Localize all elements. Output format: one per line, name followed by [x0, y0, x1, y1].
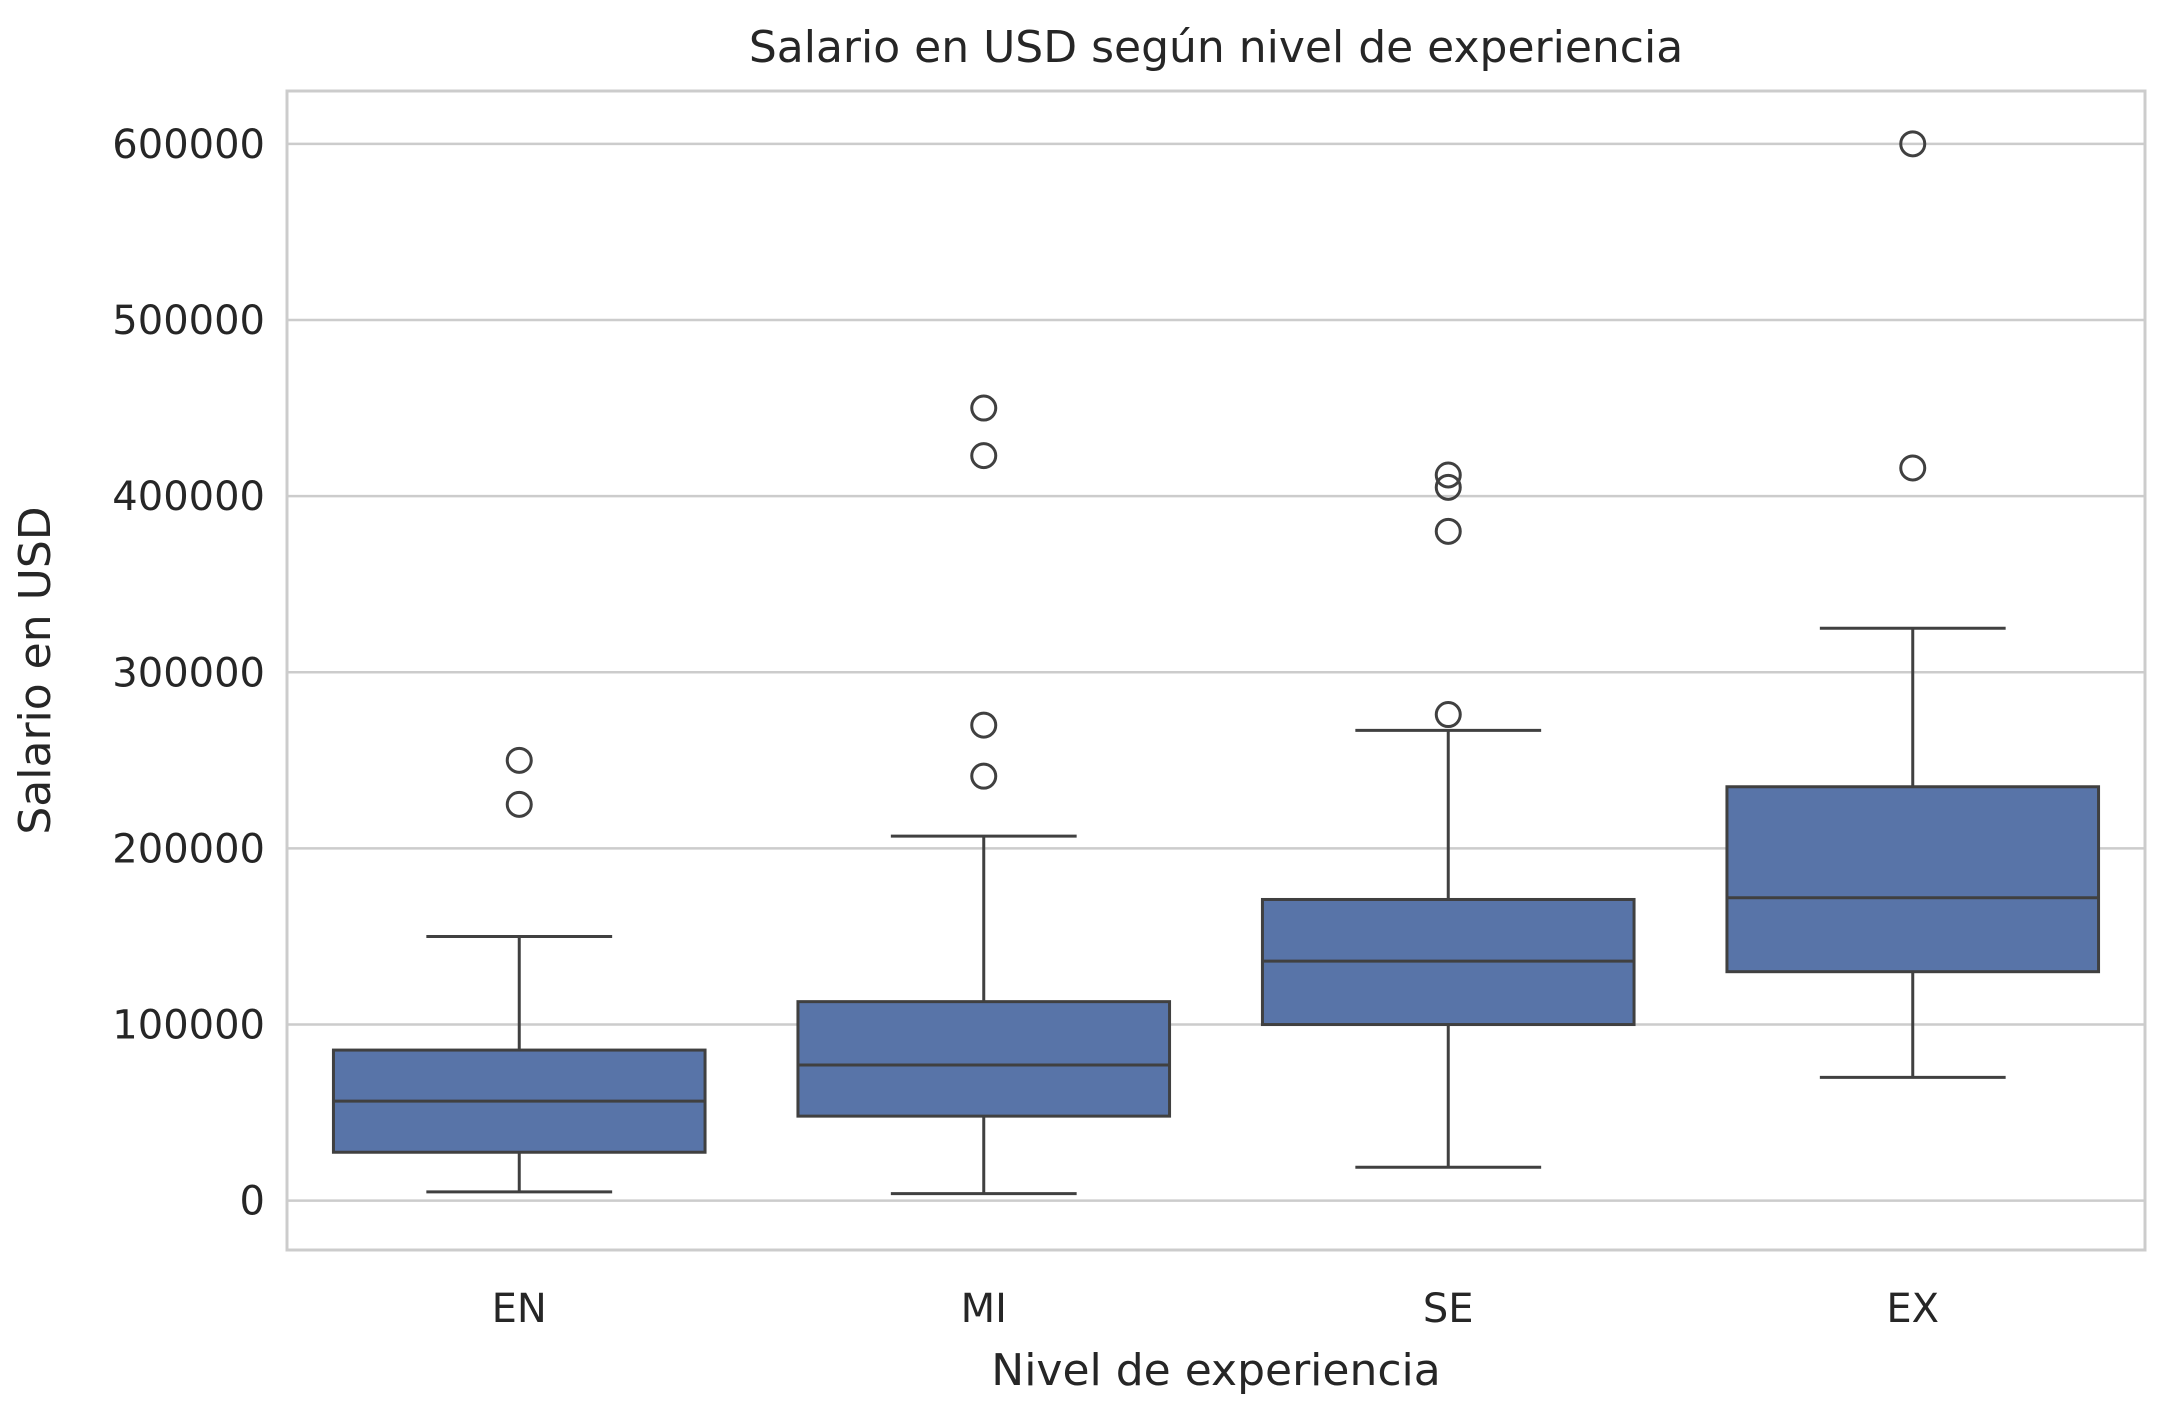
x-tick-label: MI — [961, 1286, 1007, 1332]
outlier-point — [1899, 454, 1927, 482]
box-group-en — [331, 746, 707, 1194]
outlier-point — [505, 790, 533, 818]
box-group-ex — [1725, 130, 2101, 1079]
grid-lines — [287, 142, 2145, 1202]
y-tick-label: 200000 — [112, 826, 265, 872]
box-iqr — [796, 1000, 1172, 1118]
box-group-mi — [796, 394, 1172, 1196]
x-tick-labels: EN MI SE EX — [492, 1286, 1939, 1332]
plot-frame — [285, 89, 2147, 1252]
chart-title: Salario en USD según nivel de experienci… — [749, 22, 1683, 73]
x-axis-label: Nivel de experiencia — [991, 1345, 1440, 1396]
y-tick-label: 600000 — [112, 122, 265, 168]
outlier-point — [970, 711, 998, 739]
y-axis-label: Salario en USD — [10, 506, 61, 834]
y-tick-label: 500000 — [112, 298, 265, 344]
y-tick-label: 100000 — [112, 1003, 265, 1049]
box-group-se — [1260, 461, 1636, 1169]
x-tick-label: EX — [1886, 1286, 1939, 1332]
outlier-point — [1434, 517, 1462, 545]
outlier-point — [1899, 130, 1927, 158]
outlier-point — [970, 762, 998, 790]
outlier-point — [1434, 473, 1462, 501]
box-iqr — [1725, 785, 2101, 974]
outlier-point — [1434, 461, 1462, 489]
y-tick-labels: 0 100000 200000 300000 400000 500000 600000 — [112, 122, 265, 1225]
y-tick-label: 0 — [240, 1179, 265, 1225]
y-tick-label: 300000 — [112, 650, 265, 696]
outlier-point — [970, 394, 998, 422]
outlier-point — [970, 442, 998, 470]
box-series — [331, 130, 2101, 1196]
outlier-point — [1434, 701, 1462, 729]
y-tick-label: 400000 — [112, 474, 265, 520]
x-tick-label: SE — [1423, 1286, 1474, 1332]
x-tick-label: EN — [492, 1286, 547, 1332]
outlier-point — [505, 746, 533, 774]
